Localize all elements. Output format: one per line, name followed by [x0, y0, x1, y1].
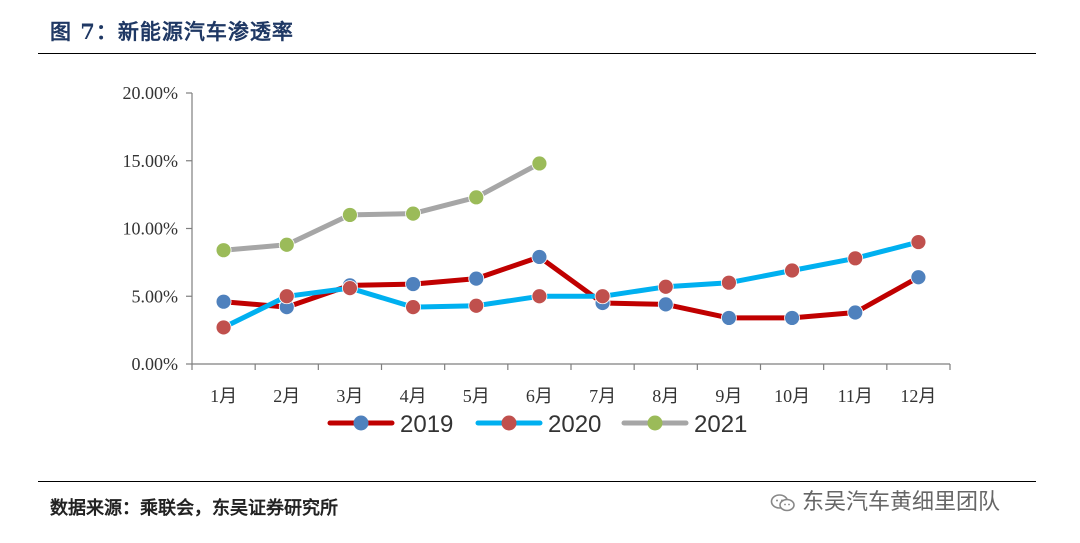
- series-line-2021: [221, 161, 542, 253]
- data-point-2019: [721, 310, 737, 326]
- watermark: 东吴汽车黄细里团队: [770, 484, 1000, 516]
- data-point-2021: [278, 236, 295, 253]
- chart-axes: 0.00% 5.00% 10.00% 15.00% 20.00% 1月 2月 3月 4月 5月 6月…: [123, 83, 951, 406]
- y-tick-label: 0.00%: [132, 354, 179, 374]
- x-tick-label: 5月: [463, 386, 490, 406]
- data-point-2020: [468, 297, 485, 314]
- watermark-text: 东吴汽车黄细里团队: [802, 490, 1001, 515]
- x-tick-label: 6月: [526, 386, 553, 406]
- data-point-2021: [531, 155, 548, 172]
- data-point-2021: [342, 207, 358, 223]
- y-tick-label: 15.00%: [123, 151, 179, 171]
- legend-marker-2020: [501, 415, 517, 431]
- data-point-2019: [405, 276, 421, 292]
- data-point-2021: [215, 242, 232, 259]
- legend-label-2021: 2021: [694, 411, 747, 438]
- data-point-2019: [910, 269, 927, 286]
- data-point-2021: [405, 205, 421, 222]
- data-point-2019: [784, 310, 800, 326]
- y-tick-label: 20.00%: [123, 83, 179, 103]
- data-point-2020: [531, 288, 548, 305]
- y-tick-label: 5.00%: [132, 286, 179, 306]
- series-markers: [215, 155, 927, 336]
- data-point-2020: [278, 288, 295, 305]
- figure-title: 图 7：新能源汽车渗透率: [50, 19, 294, 44]
- data-point-2020: [405, 299, 421, 315]
- data-point-2020: [215, 319, 232, 336]
- data-point-2019: [468, 270, 485, 287]
- series-line-2020: [221, 239, 921, 330]
- x-tick-label: 2月: [273, 386, 300, 406]
- x-tick-label: 11月: [838, 386, 873, 406]
- y-tick-label: 10.00%: [123, 219, 179, 239]
- x-tick-label: 4月: [400, 386, 427, 406]
- legend-label-2020: 2020: [548, 411, 601, 438]
- data-point-2021: [468, 189, 485, 206]
- data-point-2019: [847, 304, 864, 321]
- data-point-2020: [342, 280, 358, 297]
- data-point-2020: [721, 274, 737, 291]
- x-tick-label: 12月: [900, 386, 936, 406]
- wechat-icon: [770, 494, 795, 512]
- data-point-2019: [657, 296, 674, 313]
- data-point-2020: [910, 234, 927, 250]
- x-tick-label: 8月: [652, 386, 679, 406]
- bottom-rule: [38, 481, 1036, 482]
- legend-marker-2019: [353, 415, 369, 431]
- series-lines: [221, 161, 921, 330]
- x-tick-label: 10月: [774, 386, 810, 406]
- data-point-2019: [215, 293, 232, 310]
- chart-legend: 2019 2020 2021: [327, 411, 747, 438]
- legend-marker-2021: [647, 415, 663, 431]
- x-tick-label: 9月: [715, 386, 742, 406]
- data-point-2020: [657, 278, 674, 295]
- line-chart: 0.00% 5.00% 10.00% 15.00% 20.00% 1月 2月 3月 4月 5月 6月…: [123, 83, 951, 438]
- data-source-note: 数据来源：乘联会，东吴证券研究所: [50, 498, 338, 519]
- data-point-2020: [847, 250, 864, 267]
- x-tick-label: 1月: [210, 386, 237, 406]
- top-rule: [38, 53, 1036, 54]
- x-tick-label: 7月: [589, 386, 616, 406]
- data-point-2020: [594, 288, 611, 305]
- data-point-2019: [531, 249, 548, 265]
- legend-label-2019: 2019: [400, 411, 453, 438]
- x-tick-label: 3月: [336, 386, 363, 406]
- data-point-2020: [784, 262, 800, 279]
